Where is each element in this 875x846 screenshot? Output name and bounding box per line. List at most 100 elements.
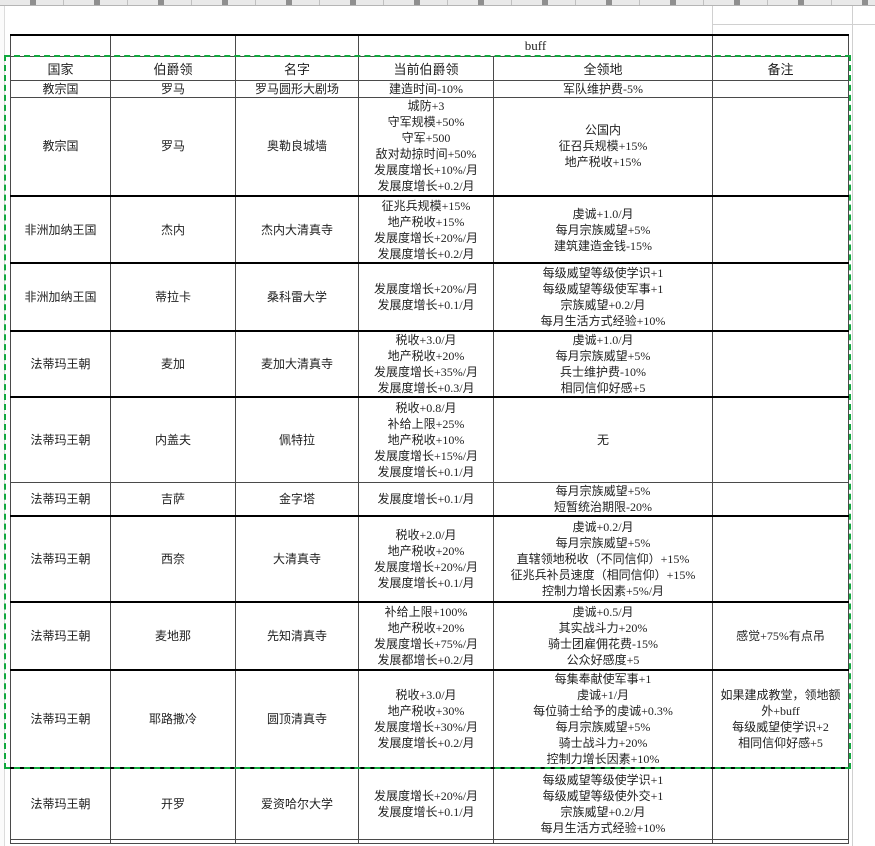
cell-county[interactable]: 麦加: [110, 330, 236, 398]
cell-realm-buffs[interactable]: 虔诚+1.0/月 每月宗族威望+5% 建筑建造金钱-15%: [493, 195, 713, 264]
header-country[interactable]: 国家: [10, 55, 111, 81]
cell-text-line: 敌对劫掠时间+50%: [375, 147, 477, 162]
cell-name[interactable]: 圆顶清真寺: [235, 668, 359, 768]
cell-name[interactable]: 爱资哈尔大学: [235, 766, 359, 840]
cell-name[interactable]: 麦加大清真寺: [235, 330, 359, 398]
cell-note[interactable]: 感觉+75%有点吊: [712, 600, 849, 670]
cell-realm-buffs[interactable]: 每月宗族威望+5% 短暂统治期限-20%: [493, 481, 713, 516]
cell-note[interactable]: [712, 96, 849, 197]
cell-county[interactable]: 吉萨: [110, 481, 236, 516]
cell-country[interactable]: 法蒂玛王朝: [10, 600, 111, 670]
empty-cell[interactable]: [235, 34, 359, 57]
cell-county[interactable]: 蒂拉卡: [110, 262, 236, 332]
cell-note[interactable]: [712, 79, 849, 98]
cell-country[interactable]: 法蒂玛王朝: [10, 481, 111, 516]
cell-current-buffs[interactable]: 税收+3.0/月 地产税收+30% 发展度增长+30%/月 发展度增长+0.2/月: [358, 668, 494, 768]
cell-name[interactable]: 大清真寺: [235, 514, 359, 602]
cell-county[interactable]: 杰内: [110, 195, 236, 264]
cell-realm-buffs[interactable]: 每级威望等级使学识+1 每级威望等级使外交+1 宗族威望+0.2/月 每月生活方式经验…: [493, 766, 713, 840]
sheet-column-header-strip[interactable]: [0, 0, 875, 6]
cell-text-line: 大清真寺: [272, 551, 321, 566]
table-row: 法蒂玛王朝 耶路撒冷 圆顶清真寺 税收+3.0/月 地产税收+30% 发展度增长+30%/…: [10, 668, 849, 768]
cell-country[interactable]: 法蒂玛王朝: [10, 668, 111, 768]
cell-country[interactable]: 法蒂玛王朝: [10, 396, 111, 483]
cell-text-line: 地产税收+20%: [387, 349, 465, 363]
cell-realm-buffs[interactable]: 虔诚+0.5/月 其实战斗力+20% 骑士团雇佣花费-15% 公众好感度+5: [493, 600, 713, 670]
cell-text-line: 发展度增长+0.1/月: [377, 298, 475, 312]
cell-current-buffs[interactable]: 税收+0.8/月 补给上限+25% 地产税收+10% 发展度增长+15%/月 发展度增长…: [358, 396, 494, 483]
cell-name[interactable]: 桑科雷大学: [235, 262, 359, 332]
cell-country[interactable]: 教宗国: [10, 79, 111, 98]
cell-county[interactable]: 内盖夫: [110, 396, 236, 483]
cell-note[interactable]: [712, 396, 849, 483]
header-all-territory[interactable]: 全领地: [493, 55, 713, 81]
cell-note[interactable]: [712, 195, 849, 264]
cell-text-line: 宗族威望+0.2/月: [560, 804, 646, 819]
cell-realm-buffs[interactable]: 虔诚+1.0/月 每月宗族威望+5% 兵士维护费-10% 相同信仰好感+5: [493, 330, 713, 398]
cell-country[interactable]: 法蒂玛王朝: [10, 766, 111, 840]
cell-current-buffs[interactable]: 城防+3 守军规模+50% 守军+500 敌对劫掠时间+50% 发展度增长+10%/月发…: [358, 96, 494, 197]
cell-realm-buffs[interactable]: 军队维护费-5%: [493, 79, 713, 98]
empty-cell[interactable]: [110, 34, 236, 57]
cell-text-line: 桑科雷大学: [266, 290, 327, 304]
cell-name[interactable]: 杰内大清真寺: [235, 195, 359, 264]
cell-text-line: 吉萨: [160, 491, 185, 506]
cell-county[interactable]: 耶路撒冷: [110, 668, 236, 768]
cell-current-buffs[interactable]: 发展度增长+20%/月 发展度增长+0.1/月: [358, 262, 494, 332]
header-county[interactable]: 伯爵领: [110, 55, 236, 81]
cell-county[interactable]: 罗马: [110, 79, 236, 98]
empty-cell[interactable]: [712, 839, 849, 844]
cell-note[interactable]: [712, 330, 849, 398]
empty-cell[interactable]: [712, 34, 849, 57]
cell-country[interactable]: 非洲加纳王国: [10, 195, 111, 264]
cell-country[interactable]: 教宗国: [10, 96, 111, 197]
cell-text-line: 骑士战斗力+20%: [558, 735, 648, 750]
cell-note[interactable]: 如果建成教堂，领地额外+buff 每级威望使学识+2 相同信仰好感+5: [712, 668, 849, 768]
empty-cell[interactable]: [493, 839, 713, 844]
cell-realm-buffs[interactable]: 虔诚+0.2/月 每月宗族威望+5% 直辖领地税收（不同信仰）+15% 征兆兵补员速度…: [493, 514, 713, 602]
cell-name[interactable]: 佩特拉: [235, 396, 359, 483]
header-current-county[interactable]: 当前伯爵领: [358, 55, 494, 81]
cell-text-line: 发展度增长+0.3/月: [377, 381, 475, 395]
cell-current-buffs[interactable]: 征兆兵规模+15% 地产税收+15% 发展度增长+20%/月 发展度增长+0.2/月: [358, 195, 494, 264]
cell-current-buffs[interactable]: 补给上限+100% 地产税收+20% 发展度增长+75%/月 发展都增长+0.2/月: [358, 600, 494, 670]
cell-realm-buffs[interactable]: 公国内 征召兵规模+15% 地产税收+15%: [493, 96, 713, 197]
cell-current-buffs[interactable]: 税收+3.0/月 地产税收+20% 发展度增长+35%/月 发展度增长+0.3/月: [358, 330, 494, 398]
empty-cell[interactable]: [235, 839, 359, 844]
cell-name[interactable]: 罗马圆形大剧场: [235, 79, 359, 98]
cell-name[interactable]: 金字塔: [235, 481, 359, 516]
cell-country[interactable]: 法蒂玛王朝: [10, 514, 111, 602]
empty-cell[interactable]: [10, 34, 111, 57]
cell-name[interactable]: 奥勒良城墙: [235, 96, 359, 197]
cell-county[interactable]: 开罗: [110, 766, 236, 840]
cell-realm-buffs[interactable]: 无: [493, 396, 713, 483]
cell-note[interactable]: [712, 262, 849, 332]
cell-text-line: 麦地那: [154, 628, 191, 643]
cell-realm-buffs[interactable]: 每集奉献使军事+1 虔诚+1/月 每位骑士给予的虔诚+0.3% 每月宗族威望+5% 骑士…: [493, 668, 713, 768]
cell-country[interactable]: 法蒂玛王朝: [10, 330, 111, 398]
cell-text-line: 罗马: [160, 139, 185, 154]
sheet-row-header-strip[interactable]: [0, 6, 5, 846]
empty-cell[interactable]: [10, 839, 111, 844]
cell-county[interactable]: 罗马: [110, 96, 236, 197]
cell-note[interactable]: [712, 481, 849, 516]
cell-realm-buffs[interactable]: 每级威望等级使学识+1 每级威望等级使军事+1 宗族威望+0.2/月 每月生活方式经验…: [493, 262, 713, 332]
cell-current-buffs[interactable]: 税收+2.0/月 地产税收+20% 发展度增长+20%/月 发展度增长+0.1/月: [358, 514, 494, 602]
cell-country[interactable]: 非洲加纳王国: [10, 262, 111, 332]
cell-current-buffs[interactable]: 发展度增长+20%/月 发展度增长+0.1/月: [358, 766, 494, 840]
gridline-horizontal: [712, 24, 875, 25]
cell-name[interactable]: 先知清真寺: [235, 600, 359, 670]
cell-text-line: 每月宗族威望+5%: [555, 349, 651, 363]
cell-county[interactable]: 西奈: [110, 514, 236, 602]
cell-text-line: 圆顶清真寺: [266, 711, 327, 726]
header-name[interactable]: 名字: [235, 55, 359, 81]
cell-note[interactable]: [712, 766, 849, 840]
empty-cell[interactable]: [110, 839, 236, 844]
cell-current-buffs[interactable]: 发展度增长+0.1/月: [358, 481, 494, 516]
cell-current-buffs[interactable]: 建造时间-10%: [358, 79, 494, 98]
header-notes[interactable]: 备注: [712, 55, 849, 81]
buff-merged-header-cell[interactable]: buff: [358, 34, 713, 57]
cell-county[interactable]: 麦地那: [110, 600, 236, 670]
cell-note[interactable]: [712, 514, 849, 602]
empty-cell[interactable]: [358, 839, 494, 844]
